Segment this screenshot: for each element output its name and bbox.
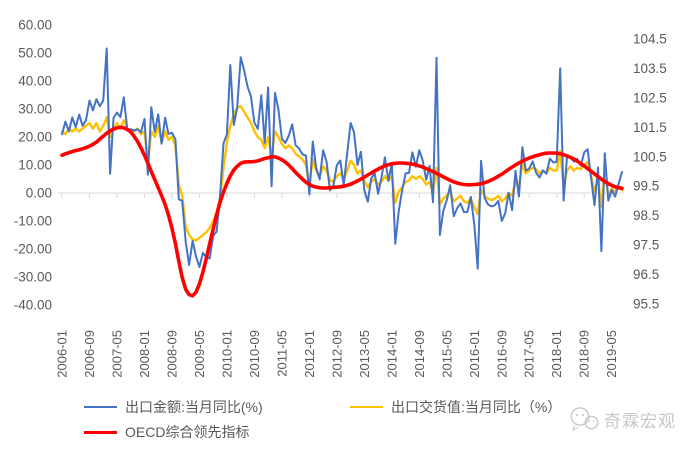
- left-axis-label: -20.00: [14, 242, 52, 257]
- right-axis-label: 96.5: [633, 267, 659, 282]
- left-axis-label: 10.00: [18, 158, 52, 173]
- x-axis-label: 2016-01: [467, 330, 482, 378]
- right-axis-label: 100.5: [633, 149, 667, 164]
- x-axis-label: 2008-01: [137, 330, 152, 378]
- legend-item-export-delivery: 出口交货值:当月同比（%）: [350, 399, 561, 415]
- right-axis-label: 99.5: [633, 179, 659, 194]
- legend-item-oecd-cli: OECD综合领先指标: [84, 424, 249, 440]
- legend-item-export-value: 出口金额:当月同比(%): [84, 399, 263, 415]
- right-axis-label: 102.5: [633, 90, 667, 105]
- series-line-oecd-cli: [60, 125, 624, 298]
- x-axis-label: 2013-05: [357, 330, 372, 378]
- left-axis-label: 40.00: [18, 74, 52, 89]
- x-axis-label: 2018-09: [577, 330, 592, 378]
- x-axis-label: 2006-01: [55, 330, 70, 378]
- series-line-export-value: [61, 47, 623, 270]
- left-axis-label: 50.00: [18, 46, 52, 61]
- right-axis-label: 101.5: [633, 120, 667, 135]
- wechat-logo-icon: [570, 407, 599, 432]
- right-axis-label: 95.5: [633, 297, 659, 312]
- x-axis-label: 2007-05: [109, 330, 124, 378]
- legend-label-export-delivery: 出口交货值:当月同比（%）: [391, 399, 562, 415]
- legend-label-oecd-cli: OECD综合领先指标: [125, 424, 250, 440]
- right-axis-label: 104.5: [633, 32, 667, 47]
- left-axis-label: -10.00: [14, 214, 52, 229]
- x-axis-label: 2006-09: [82, 330, 97, 378]
- right-axis-label: 98.5: [633, 208, 659, 223]
- x-axis-label: 2010-01: [219, 330, 234, 378]
- watermark-text: 奇霖宏观: [604, 411, 676, 431]
- left-axis-label: 0.00: [26, 186, 52, 201]
- legend-label-export-value: 出口金额:当月同比(%): [125, 399, 263, 415]
- watermark: 奇霖宏观: [569, 406, 676, 432]
- x-axis-label: 2009-05: [192, 330, 207, 378]
- legend-swatch-oecd-cli: [84, 430, 117, 434]
- right-axis-label: 97.5: [633, 238, 659, 253]
- x-axis-label: 2008-09: [164, 330, 179, 378]
- x-axis-label: 2011-05: [274, 330, 289, 377]
- legend-swatch-export-value: [84, 406, 117, 408]
- x-axis-label: 2016-09: [494, 330, 509, 378]
- x-axis-label: 2017-05: [522, 330, 537, 378]
- x-axis-label: 2018-01: [549, 330, 564, 378]
- x-axis-label: 2012-09: [329, 330, 344, 378]
- x-axis-label: 2014-01: [384, 330, 399, 378]
- left-axis-label: 60.00: [18, 18, 52, 33]
- left-axis-label: 30.00: [18, 102, 52, 117]
- legend-swatch-export-delivery: [350, 406, 383, 408]
- x-axis-label: 2019-05: [604, 330, 619, 378]
- x-axis-label: 2015-05: [439, 330, 454, 378]
- right-axis-label: 103.5: [633, 61, 667, 76]
- x-axis-label: 2012-01: [302, 330, 317, 378]
- x-axis-label: 2014-09: [412, 330, 427, 378]
- left-axis-label: 20.00: [18, 130, 52, 145]
- left-axis-label: -30.00: [14, 270, 52, 285]
- x-axis-label: 2010-09: [247, 330, 262, 378]
- left-axis-label: -40.00: [14, 298, 52, 313]
